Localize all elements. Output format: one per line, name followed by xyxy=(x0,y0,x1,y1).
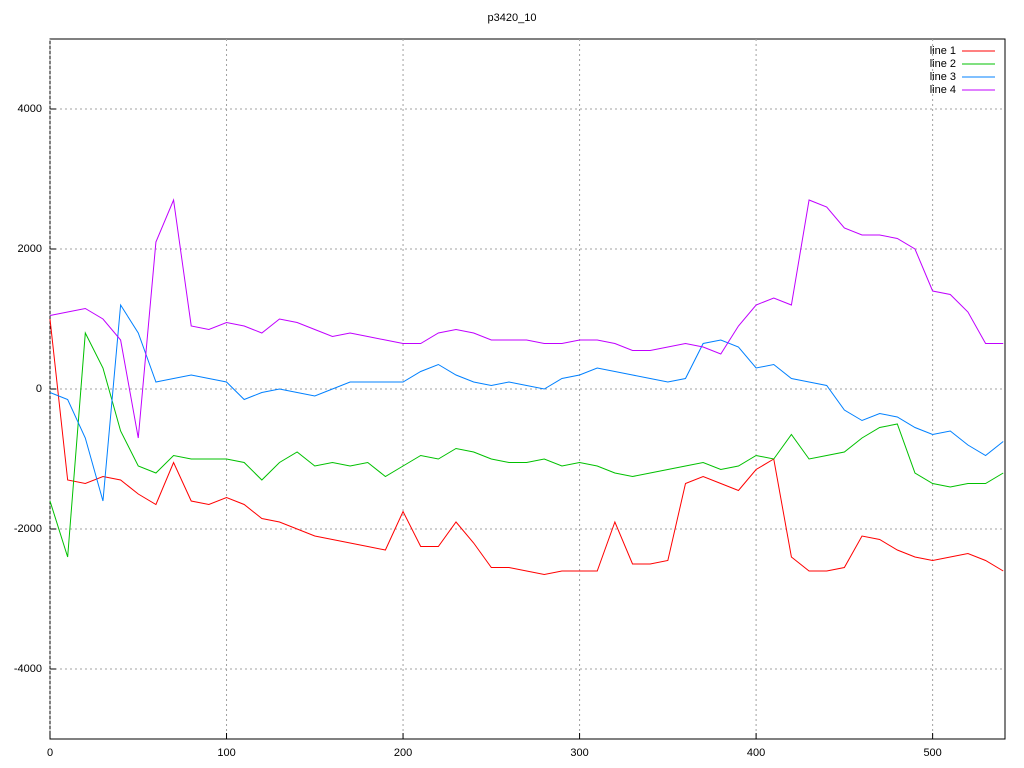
y-tick-label: -4000 xyxy=(14,663,42,675)
legend-label: line 1 xyxy=(930,45,956,57)
chart-title: p3420_10 xyxy=(488,12,537,24)
legend-label: line 2 xyxy=(930,58,956,70)
x-tick-label: 500 xyxy=(923,747,941,759)
series-line xyxy=(49,198,1004,439)
y-tick-label: 4000 xyxy=(18,103,42,115)
x-tick-label: 400 xyxy=(747,747,765,759)
y-tick-label: 0 xyxy=(36,383,42,395)
x-tick-label: 0 xyxy=(47,747,53,759)
legend-label: line 4 xyxy=(930,84,956,96)
y-tick-label: -2000 xyxy=(14,523,42,535)
x-tick-label: 100 xyxy=(217,747,235,759)
x-tick-label: 300 xyxy=(570,747,588,759)
x-tick-label: 200 xyxy=(394,747,412,759)
series-line xyxy=(49,318,1004,576)
legend-label: line 3 xyxy=(930,71,956,83)
y-tick-label: 2000 xyxy=(18,243,42,255)
series-line xyxy=(49,331,1004,558)
series-line xyxy=(49,303,1004,502)
